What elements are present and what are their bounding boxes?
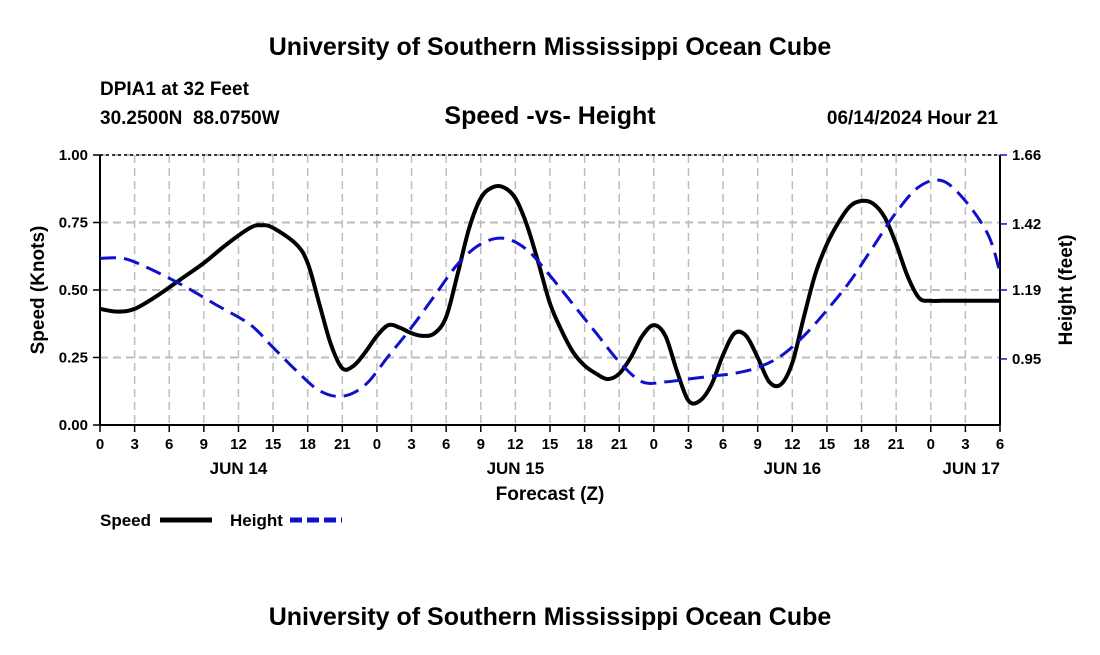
station-label: DPIA1 at 32 Feet: [100, 79, 250, 100]
y2-tick-label: 0.95: [1012, 351, 1041, 368]
chart-title: Speed -vs- Height: [444, 102, 656, 130]
legend-height-label: Height: [230, 511, 283, 530]
x-tick-label: 3: [961, 436, 969, 453]
datetime-label: 06/14/2024 Hour 21: [827, 108, 999, 129]
x-tick-label: 0: [650, 436, 658, 453]
date-label: JUN 16: [763, 459, 821, 478]
legend: Speed Height: [100, 511, 342, 530]
x-tick-label: 0: [927, 436, 935, 453]
y-tick-label: 0.00: [59, 417, 88, 434]
page-title: University of Southern Mississippi Ocean…: [269, 33, 832, 61]
x-tick-label: 6: [996, 436, 1004, 453]
date-label: JUN 17: [942, 459, 1000, 478]
x-axis-title: Forecast (Z): [496, 484, 605, 505]
x-tick-label: 21: [888, 436, 905, 453]
x-tick-label: 3: [130, 436, 138, 453]
x-tick-label: 6: [442, 436, 450, 453]
series-speed-line: [100, 184, 1000, 406]
x-tick-label: 9: [477, 436, 485, 453]
x-tick-label: 3: [407, 436, 415, 453]
x-tick-label: 12: [507, 436, 524, 453]
y2-tick-label: 1.42: [1012, 216, 1041, 233]
x-tick-label: 15: [542, 436, 559, 453]
series: [100, 178, 1000, 406]
y-tick-label: 0.75: [59, 215, 88, 232]
grid: [100, 154, 1000, 425]
x-tick-label: 6: [165, 436, 173, 453]
axes: 0.00 0.25 0.50 0.75 1.00 0.95 1.19 1.42 1.66 0 3 6 9…: [59, 147, 1041, 478]
x-tick-label: 0: [373, 436, 381, 453]
footer-title: University of Southern Mississippi Ocean…: [269, 603, 832, 631]
x-tick-label: 3: [684, 436, 692, 453]
x-tick-label: 18: [853, 436, 870, 453]
date-label: JUN 14: [210, 459, 268, 478]
x-tick-label: 21: [334, 436, 351, 453]
x-tick-label: 18: [576, 436, 593, 453]
y-tick-label: 0.50: [59, 282, 88, 299]
coordinates-label: 30.2500N 88.0750W: [100, 108, 280, 129]
x-tick-label: 15: [819, 436, 836, 453]
y-tick-label: 0.25: [59, 350, 88, 367]
date-label: JUN 15: [487, 459, 545, 478]
x-tick-label: 12: [230, 436, 247, 453]
series-height-line: [100, 178, 1000, 398]
x-tick-label: 6: [719, 436, 727, 453]
legend-speed-label: Speed: [100, 511, 151, 530]
x-tick-label: 21: [611, 436, 628, 453]
x-tick-label: 18: [299, 436, 316, 453]
x-tick-label: 9: [200, 436, 208, 453]
y-tick-label: 1.00: [59, 147, 88, 164]
x-tick-label: 9: [754, 436, 762, 453]
x-tick-label: 0: [96, 436, 104, 453]
x-tick-label: 12: [784, 436, 801, 453]
y2-tick-label: 1.66: [1012, 147, 1041, 164]
x-tick-label: 15: [265, 436, 282, 453]
y2-axis-title: Height (feet): [1056, 235, 1077, 346]
y-axis-title: Speed (Knots): [28, 226, 49, 355]
y2-tick-label: 1.19: [1012, 282, 1041, 299]
